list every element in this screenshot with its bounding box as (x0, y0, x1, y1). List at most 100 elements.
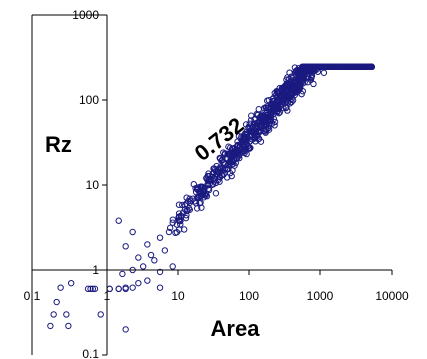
data-point (203, 193, 211, 200)
data-point (251, 135, 259, 142)
data-point (210, 174, 218, 182)
data-point (205, 177, 213, 184)
data-point (151, 257, 158, 264)
data-point (298, 69, 306, 76)
data-point (225, 143, 232, 150)
data-point (216, 178, 223, 185)
data-point (302, 63, 309, 71)
data-point (295, 69, 302, 76)
data-point (220, 149, 227, 156)
data-point (210, 165, 217, 172)
data-point (182, 214, 190, 222)
data-point (343, 63, 350, 71)
data-point (87, 285, 94, 293)
data-point (235, 152, 243, 160)
data-point (260, 112, 267, 119)
data-point (314, 63, 322, 71)
data-point (122, 243, 129, 250)
data-point (190, 181, 197, 188)
x-tick-label: 0.1 (24, 289, 41, 303)
data-point (305, 67, 313, 75)
data-point (257, 121, 265, 128)
data-point (220, 171, 227, 178)
data-point (156, 234, 164, 241)
data-point (196, 192, 203, 200)
data-point (166, 224, 174, 232)
data-point (91, 285, 99, 293)
data-point (305, 74, 312, 81)
data-point (197, 199, 204, 206)
data-point (147, 251, 155, 259)
data-point (255, 106, 262, 113)
data-point (264, 113, 271, 121)
data-point (175, 201, 183, 208)
data-point (267, 109, 274, 117)
data-point (288, 98, 295, 106)
data-point (282, 104, 290, 112)
data-point (241, 148, 248, 155)
data-point (242, 138, 250, 146)
data-point (317, 63, 324, 71)
data-point (253, 131, 260, 138)
data-point (349, 63, 357, 71)
data-point (156, 268, 164, 276)
data-point (144, 241, 151, 248)
data-point (139, 263, 147, 270)
data-point (252, 128, 260, 135)
data-point (169, 216, 177, 223)
data-point (320, 69, 328, 76)
data-point (67, 279, 75, 287)
data-point (252, 132, 259, 140)
data-point (181, 202, 189, 209)
data-point (287, 82, 295, 89)
data-point (186, 199, 194, 206)
data-point (217, 155, 224, 162)
data-point (269, 102, 276, 109)
y-tick-label: 0.1 (82, 347, 99, 359)
data-point (323, 63, 330, 71)
data-point (236, 144, 244, 151)
x-tick-label: 1 (104, 289, 111, 303)
data-point (181, 226, 188, 233)
x-tick-label: 10000 (375, 289, 409, 303)
data-point (201, 188, 208, 195)
data-point (115, 217, 122, 224)
data-point (179, 209, 187, 216)
data-point (274, 92, 281, 99)
data-point (264, 97, 271, 104)
y-tick-label: 100 (79, 93, 99, 107)
x-tick-label: 10 (171, 289, 185, 303)
data-point (362, 63, 370, 71)
data-point (312, 63, 320, 71)
data-point (235, 133, 243, 140)
x-axis-title: Area (211, 316, 261, 341)
data-point (330, 63, 337, 71)
data-point (334, 63, 342, 71)
data-point (291, 88, 298, 95)
data-point (165, 228, 173, 236)
data-point (283, 98, 290, 105)
y-tick-label: 1000 (72, 8, 99, 22)
data-point (251, 116, 258, 123)
y-axis-title: Rz (45, 132, 72, 157)
data-point (274, 88, 281, 95)
data-point (181, 206, 189, 213)
data-point (175, 214, 182, 221)
data-point (249, 124, 256, 132)
data-point (193, 205, 201, 212)
data-point (227, 159, 235, 166)
data-point (192, 188, 200, 196)
data-point (97, 311, 104, 318)
data-point (262, 104, 270, 112)
x-axis-ticks (31, 270, 393, 275)
data-point (201, 184, 208, 191)
data-point (65, 322, 72, 330)
data-point (227, 151, 234, 159)
data-point (169, 263, 176, 270)
data-point (122, 326, 129, 333)
data-point (47, 322, 54, 330)
data-point (194, 194, 202, 201)
data-point (257, 124, 264, 132)
data-point (284, 83, 291, 91)
